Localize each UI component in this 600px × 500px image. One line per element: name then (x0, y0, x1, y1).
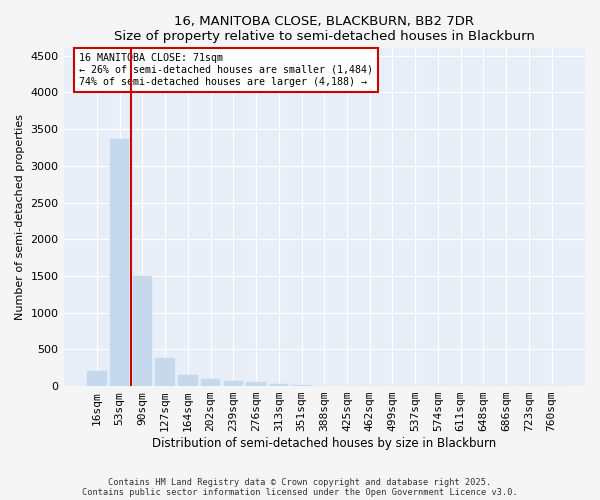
Bar (269, 384, 289, 386)
Y-axis label: Number of semi-detached properties: Number of semi-detached properties (15, 114, 25, 320)
Bar (155, 358, 175, 386)
Bar (292, 385, 311, 386)
Bar (224, 382, 243, 386)
Bar (178, 374, 197, 386)
Text: Contains HM Land Registry data © Crown copyright and database right 2025.
Contai: Contains HM Land Registry data © Crown c… (82, 478, 518, 497)
Title: 16, MANITOBA CLOSE, BLACKBURN, BB2 7DR
Size of property relative to semi-detache: 16, MANITOBA CLOSE, BLACKBURN, BB2 7DR S… (114, 15, 535, 43)
Bar (201, 379, 220, 386)
Bar (110, 140, 130, 386)
Bar (87, 372, 107, 386)
X-axis label: Distribution of semi-detached houses by size in Blackburn: Distribution of semi-detached houses by … (152, 437, 496, 450)
Text: 16 MANITOBA CLOSE: 71sqm
← 26% of semi-detached houses are smaller (1,484)
74% o: 16 MANITOBA CLOSE: 71sqm ← 26% of semi-d… (79, 54, 373, 86)
Bar (247, 382, 266, 386)
Bar (133, 276, 152, 386)
